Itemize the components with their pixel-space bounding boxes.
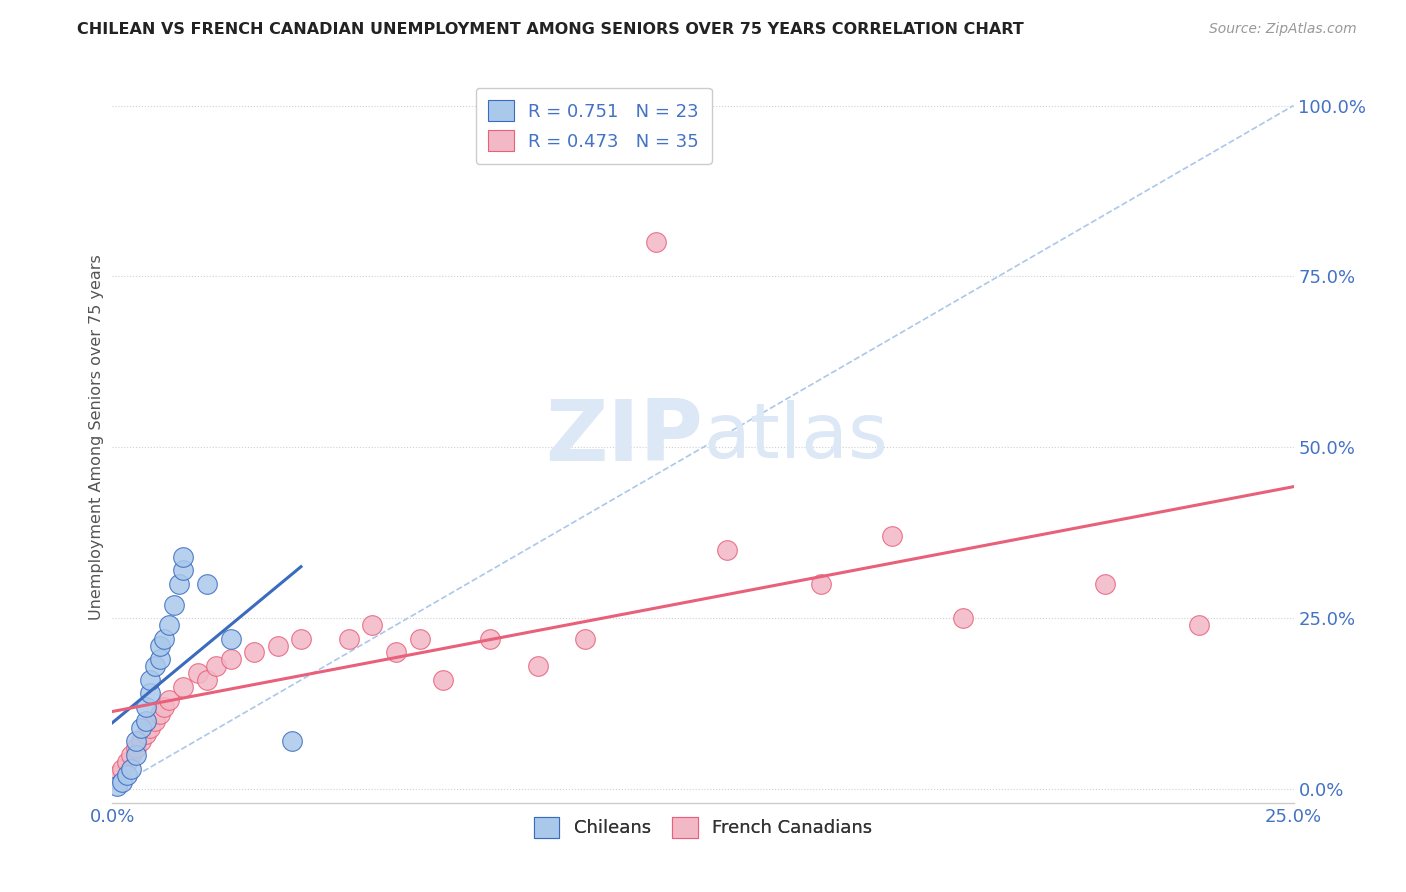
Point bbox=[111, 775, 134, 789]
Point bbox=[135, 727, 157, 741]
Point bbox=[172, 680, 194, 694]
Point bbox=[167, 577, 190, 591]
Point bbox=[125, 747, 148, 762]
Point bbox=[105, 768, 128, 782]
Point bbox=[163, 598, 186, 612]
Y-axis label: Unemployment Among Seniors over 75 years: Unemployment Among Seniors over 75 years bbox=[89, 254, 104, 620]
Point bbox=[337, 632, 360, 646]
Point bbox=[1094, 577, 1116, 591]
Point bbox=[644, 235, 666, 250]
Point bbox=[139, 673, 162, 687]
Point bbox=[219, 632, 242, 646]
Point bbox=[205, 659, 228, 673]
Point bbox=[361, 618, 384, 632]
Point bbox=[153, 700, 176, 714]
Point bbox=[267, 639, 290, 653]
Point bbox=[880, 529, 903, 543]
Point bbox=[952, 611, 974, 625]
Point bbox=[432, 673, 454, 687]
Text: Source: ZipAtlas.com: Source: ZipAtlas.com bbox=[1209, 22, 1357, 37]
Point bbox=[143, 659, 166, 673]
Text: ZIP: ZIP bbox=[546, 395, 703, 479]
Point bbox=[149, 652, 172, 666]
Point bbox=[149, 639, 172, 653]
Point bbox=[115, 768, 138, 782]
Point bbox=[243, 645, 266, 659]
Point bbox=[281, 734, 304, 748]
Point bbox=[125, 741, 148, 756]
Point bbox=[111, 762, 134, 776]
Point bbox=[574, 632, 596, 646]
Point bbox=[105, 779, 128, 793]
Point bbox=[157, 693, 180, 707]
Legend: Chileans, French Canadians: Chileans, French Canadians bbox=[527, 810, 879, 845]
Point bbox=[125, 734, 148, 748]
Point bbox=[153, 632, 176, 646]
Point bbox=[1188, 618, 1211, 632]
Point bbox=[172, 563, 194, 577]
Point bbox=[408, 632, 430, 646]
Point bbox=[129, 734, 152, 748]
Text: atlas: atlas bbox=[703, 401, 887, 474]
Point bbox=[115, 755, 138, 769]
Point bbox=[129, 721, 152, 735]
Point bbox=[172, 549, 194, 564]
Point bbox=[135, 700, 157, 714]
Point bbox=[135, 714, 157, 728]
Point bbox=[120, 762, 142, 776]
Point bbox=[219, 652, 242, 666]
Point bbox=[195, 577, 218, 591]
Point bbox=[143, 714, 166, 728]
Point bbox=[479, 632, 502, 646]
Point bbox=[139, 721, 162, 735]
Point bbox=[290, 632, 312, 646]
Point bbox=[716, 542, 738, 557]
Point bbox=[195, 673, 218, 687]
Point bbox=[385, 645, 408, 659]
Point bbox=[810, 577, 832, 591]
Point bbox=[120, 747, 142, 762]
Point bbox=[149, 706, 172, 721]
Point bbox=[186, 665, 208, 680]
Text: CHILEAN VS FRENCH CANADIAN UNEMPLOYMENT AMONG SENIORS OVER 75 YEARS CORRELATION : CHILEAN VS FRENCH CANADIAN UNEMPLOYMENT … bbox=[77, 22, 1024, 37]
Point bbox=[157, 618, 180, 632]
Point bbox=[139, 686, 162, 700]
Point bbox=[526, 659, 548, 673]
